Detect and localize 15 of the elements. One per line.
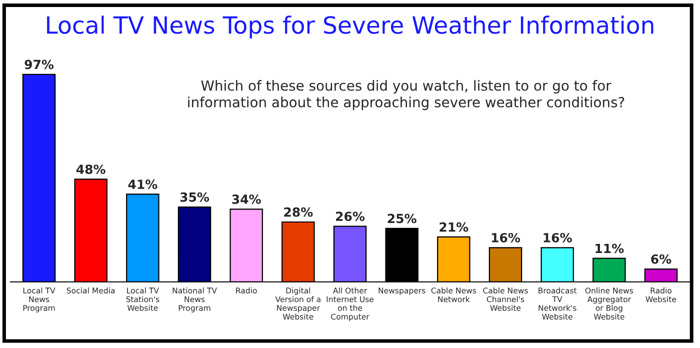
data-label: 35%: [180, 192, 210, 202]
data-label: 97%: [24, 60, 54, 70]
data-label: 25%: [388, 214, 416, 224]
data-label: 21%: [440, 222, 468, 232]
data-label: 48%: [76, 164, 106, 174]
chart-title: Local TV News Tops for Severe Weather Information: [47, 16, 654, 39]
text: Which of these sources did you watch, listen to or go to for information about the approaching severe weather conditions?: [188, 80, 624, 110]
data-label: 16%: [544, 233, 572, 242]
data-label: 34%: [232, 194, 261, 204]
data-label: 26%: [336, 212, 365, 222]
data-label: 16%: [492, 233, 520, 242]
data-label: 6%: [651, 254, 672, 264]
data-label: 11%: [596, 244, 624, 254]
data-label: 41%: [128, 180, 158, 189]
data-label: 28%: [284, 207, 313, 217]
